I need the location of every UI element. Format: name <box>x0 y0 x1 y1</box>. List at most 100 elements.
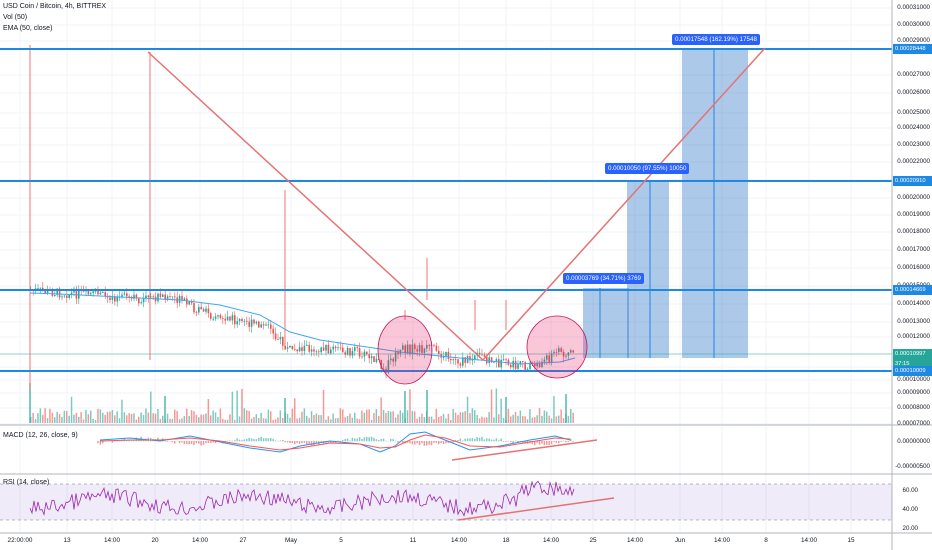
macd-bar <box>399 440 402 442</box>
volume-bar <box>207 398 210 423</box>
macd-bar <box>344 439 346 442</box>
volume-bar <box>406 410 409 423</box>
target-label-1[interactable]: 0.00017548 (162.19%) 17548 <box>672 34 760 45</box>
macd-bar <box>286 441 289 443</box>
macd-bar <box>483 439 486 442</box>
volume-bar <box>358 419 361 423</box>
candle-body <box>226 316 229 321</box>
macd-bar <box>284 441 286 443</box>
candle-body <box>404 345 406 353</box>
trend-line-up[interactable] <box>482 47 766 361</box>
target-label-3[interactable]: 0.00003769 (34.71%) 3769 <box>563 273 644 284</box>
candle-body <box>78 290 80 299</box>
volume-bar <box>135 419 138 423</box>
macd-bar <box>428 441 430 445</box>
macd-divergence-line[interactable] <box>451 439 598 461</box>
macd-tick-0: 0.00000000 <box>897 438 930 445</box>
macd-bar <box>469 438 471 442</box>
macd-bar <box>294 441 296 445</box>
macd-bar <box>534 441 536 446</box>
time-tick: 14:00 <box>714 537 730 544</box>
candle-body <box>222 318 224 319</box>
symbol-title: USD Coin / Bitcoin, 4h, BITTREX <box>3 3 107 10</box>
volume-bar <box>238 416 241 423</box>
candle-body <box>298 347 301 352</box>
volume-bar <box>159 418 162 423</box>
candle-body <box>229 316 231 321</box>
candle-body <box>174 296 176 298</box>
candle-body <box>346 347 349 355</box>
volume-bar <box>102 412 104 423</box>
candle-body <box>210 313 212 319</box>
volume-bar <box>61 416 63 423</box>
volume-bar <box>349 413 351 423</box>
volume-bar <box>212 410 214 423</box>
price-tick: 0.00013000 <box>897 318 930 325</box>
macd-bar <box>490 439 493 442</box>
volume-bar <box>219 408 222 423</box>
candle-body <box>488 357 490 364</box>
volume-bar <box>157 408 159 423</box>
candle-body <box>522 361 524 362</box>
macd-bar <box>315 441 318 444</box>
rsi-divergence-line[interactable] <box>457 497 615 521</box>
macd-bar <box>445 441 447 444</box>
highlight-circle-right[interactable] <box>526 315 588 379</box>
time-tick: 15 <box>847 537 855 544</box>
macd-bar <box>553 441 555 442</box>
volume-bar <box>390 411 392 423</box>
candle-body <box>164 294 166 300</box>
time-tick: 14:00 <box>104 537 120 544</box>
candle-body <box>243 320 246 322</box>
volume-bar <box>138 416 140 423</box>
volume-bar <box>193 411 195 423</box>
candle-body <box>70 292 73 294</box>
volume-bar <box>123 412 126 423</box>
volume-bar <box>330 419 332 423</box>
volume-bar <box>478 418 481 423</box>
macd-bar <box>258 437 260 442</box>
price-tick: 0.00016000 <box>897 264 930 271</box>
volume-bar <box>378 415 380 423</box>
volume-bar <box>524 416 526 423</box>
volume-bar <box>454 412 457 423</box>
candle-body <box>159 293 162 297</box>
macd-bar <box>375 439 378 442</box>
macd-bar <box>567 441 570 442</box>
volume-bar <box>339 408 342 423</box>
target-label-2[interactable]: 0.00010050 (97.55%) 10050 <box>605 163 690 174</box>
volume-bar <box>411 410 414 423</box>
time-tick: 14:00 <box>543 537 559 544</box>
candle-body <box>411 344 414 355</box>
trend-line-down[interactable] <box>147 51 484 361</box>
volume-bar <box>289 417 291 423</box>
volume-bar <box>399 410 402 423</box>
candle-body <box>421 345 423 353</box>
highlight-circle-left[interactable] <box>377 315 433 385</box>
candle-body <box>195 312 198 314</box>
macd-bar <box>433 441 435 443</box>
volume-bar <box>73 414 75 423</box>
candle-body <box>387 360 390 373</box>
grid <box>0 0 892 533</box>
macd-bar <box>430 441 433 446</box>
volume-bar <box>354 412 356 423</box>
volume-bar <box>226 419 229 423</box>
macd-bar <box>373 437 375 442</box>
candle-body <box>452 359 454 361</box>
candle-body <box>570 350 572 353</box>
candle-body <box>104 292 106 296</box>
volume-bar <box>274 419 277 423</box>
candle-body <box>58 288 61 298</box>
volume-bar <box>99 409 102 423</box>
volume-bar <box>351 417 354 423</box>
time-tick: 14:00 <box>801 537 817 544</box>
candle-body <box>46 289 49 294</box>
volume-bar <box>78 416 80 423</box>
volume-bar <box>519 410 522 423</box>
candle-body <box>294 348 296 350</box>
candle-body <box>198 307 200 313</box>
macd-bar <box>572 441 574 442</box>
macd-bar <box>358 437 361 442</box>
